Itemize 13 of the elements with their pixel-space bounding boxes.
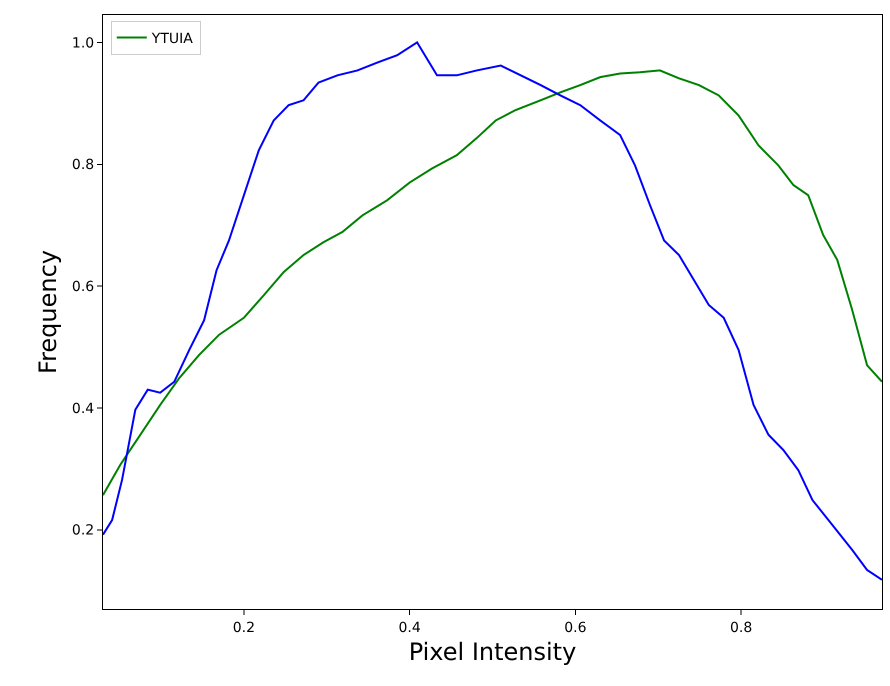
- y-tick-label: 0.4: [72, 400, 94, 417]
- x-tick-label: 0.6: [564, 620, 587, 636]
- y-tick-label: 1.0: [72, 35, 94, 52]
- x-tick-label: 0.8: [730, 620, 752, 636]
- x-tick-label: 0.2: [232, 620, 256, 636]
- y-axis-title: Frequency: [34, 250, 62, 374]
- line-series: [103, 69, 882, 496]
- x-axis-title: Pixel Intensity: [408, 638, 576, 666]
- y-tick-label: 0.8: [72, 157, 94, 174]
- x-tick-label: 0.4: [398, 620, 421, 636]
- legend-label: YTUIA: [150, 31, 194, 47]
- y-tick-label: 0.2: [72, 522, 94, 539]
- y-tick-label: 0.6: [72, 279, 94, 296]
